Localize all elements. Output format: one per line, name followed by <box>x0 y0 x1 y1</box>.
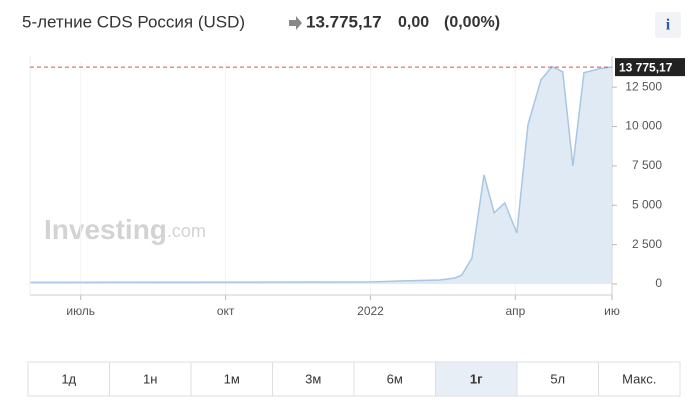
watermark-suffix: .com <box>167 221 206 241</box>
range-button-label[interactable]: 6м <box>387 371 403 386</box>
range-button[interactable] <box>272 361 355 397</box>
x-tick-label: июль <box>66 304 95 318</box>
change: 0,00 <box>398 14 429 31</box>
current-value-badge <box>615 58 685 77</box>
range-button[interactable] <box>435 361 518 397</box>
arrow-icon <box>289 16 302 30</box>
range-button[interactable] <box>353 361 436 397</box>
info-icon[interactable]: i <box>666 17 671 34</box>
current-value-label: 13 775,17 <box>619 60 673 74</box>
line <box>29 65 612 284</box>
info-button[interactable] <box>655 12 681 38</box>
range-buttons: 1д 1н 1м 3м 6м 1г 5л Макс. <box>27 361 681 397</box>
x-tick-label: 2022 <box>357 304 384 318</box>
y-tick-label: 5 000 <box>632 197 662 211</box>
watermark-main: Investing <box>44 214 167 245</box>
x-tick-label: окт <box>217 304 235 318</box>
range-button-label[interactable]: 1м <box>224 371 240 386</box>
chart-title: 5-летние CDS Россия (USD) <box>22 12 245 31</box>
range-button-label[interactable]: Макс. <box>622 371 656 386</box>
y-tick-label: 10 000 <box>625 119 662 133</box>
range-button-label[interactable]: 5л <box>550 371 565 386</box>
range-button-label[interactable]: 1д <box>61 371 76 386</box>
change-pct: (0,00%) <box>444 14 500 31</box>
range-button-label[interactable]: 3м <box>305 371 321 386</box>
range-button-label[interactable]: 1г <box>470 371 483 386</box>
range-button[interactable] <box>516 361 599 397</box>
x-tick-label: ию <box>604 304 620 318</box>
y-tick-label: 2 500 <box>632 237 662 251</box>
x-tick-label: апр <box>505 304 525 318</box>
range-button[interactable] <box>27 361 110 397</box>
watermark: Investing.com <box>44 214 206 245</box>
range-button-label[interactable]: 1н <box>143 371 157 386</box>
price: 13.775,17 <box>306 12 382 31</box>
area <box>30 66 612 284</box>
y-tick-label: 12 500 <box>625 79 662 93</box>
y-tick-label: 0 <box>655 276 662 290</box>
range-button[interactable] <box>598 361 681 397</box>
y-tick-label: 7 500 <box>632 158 662 172</box>
